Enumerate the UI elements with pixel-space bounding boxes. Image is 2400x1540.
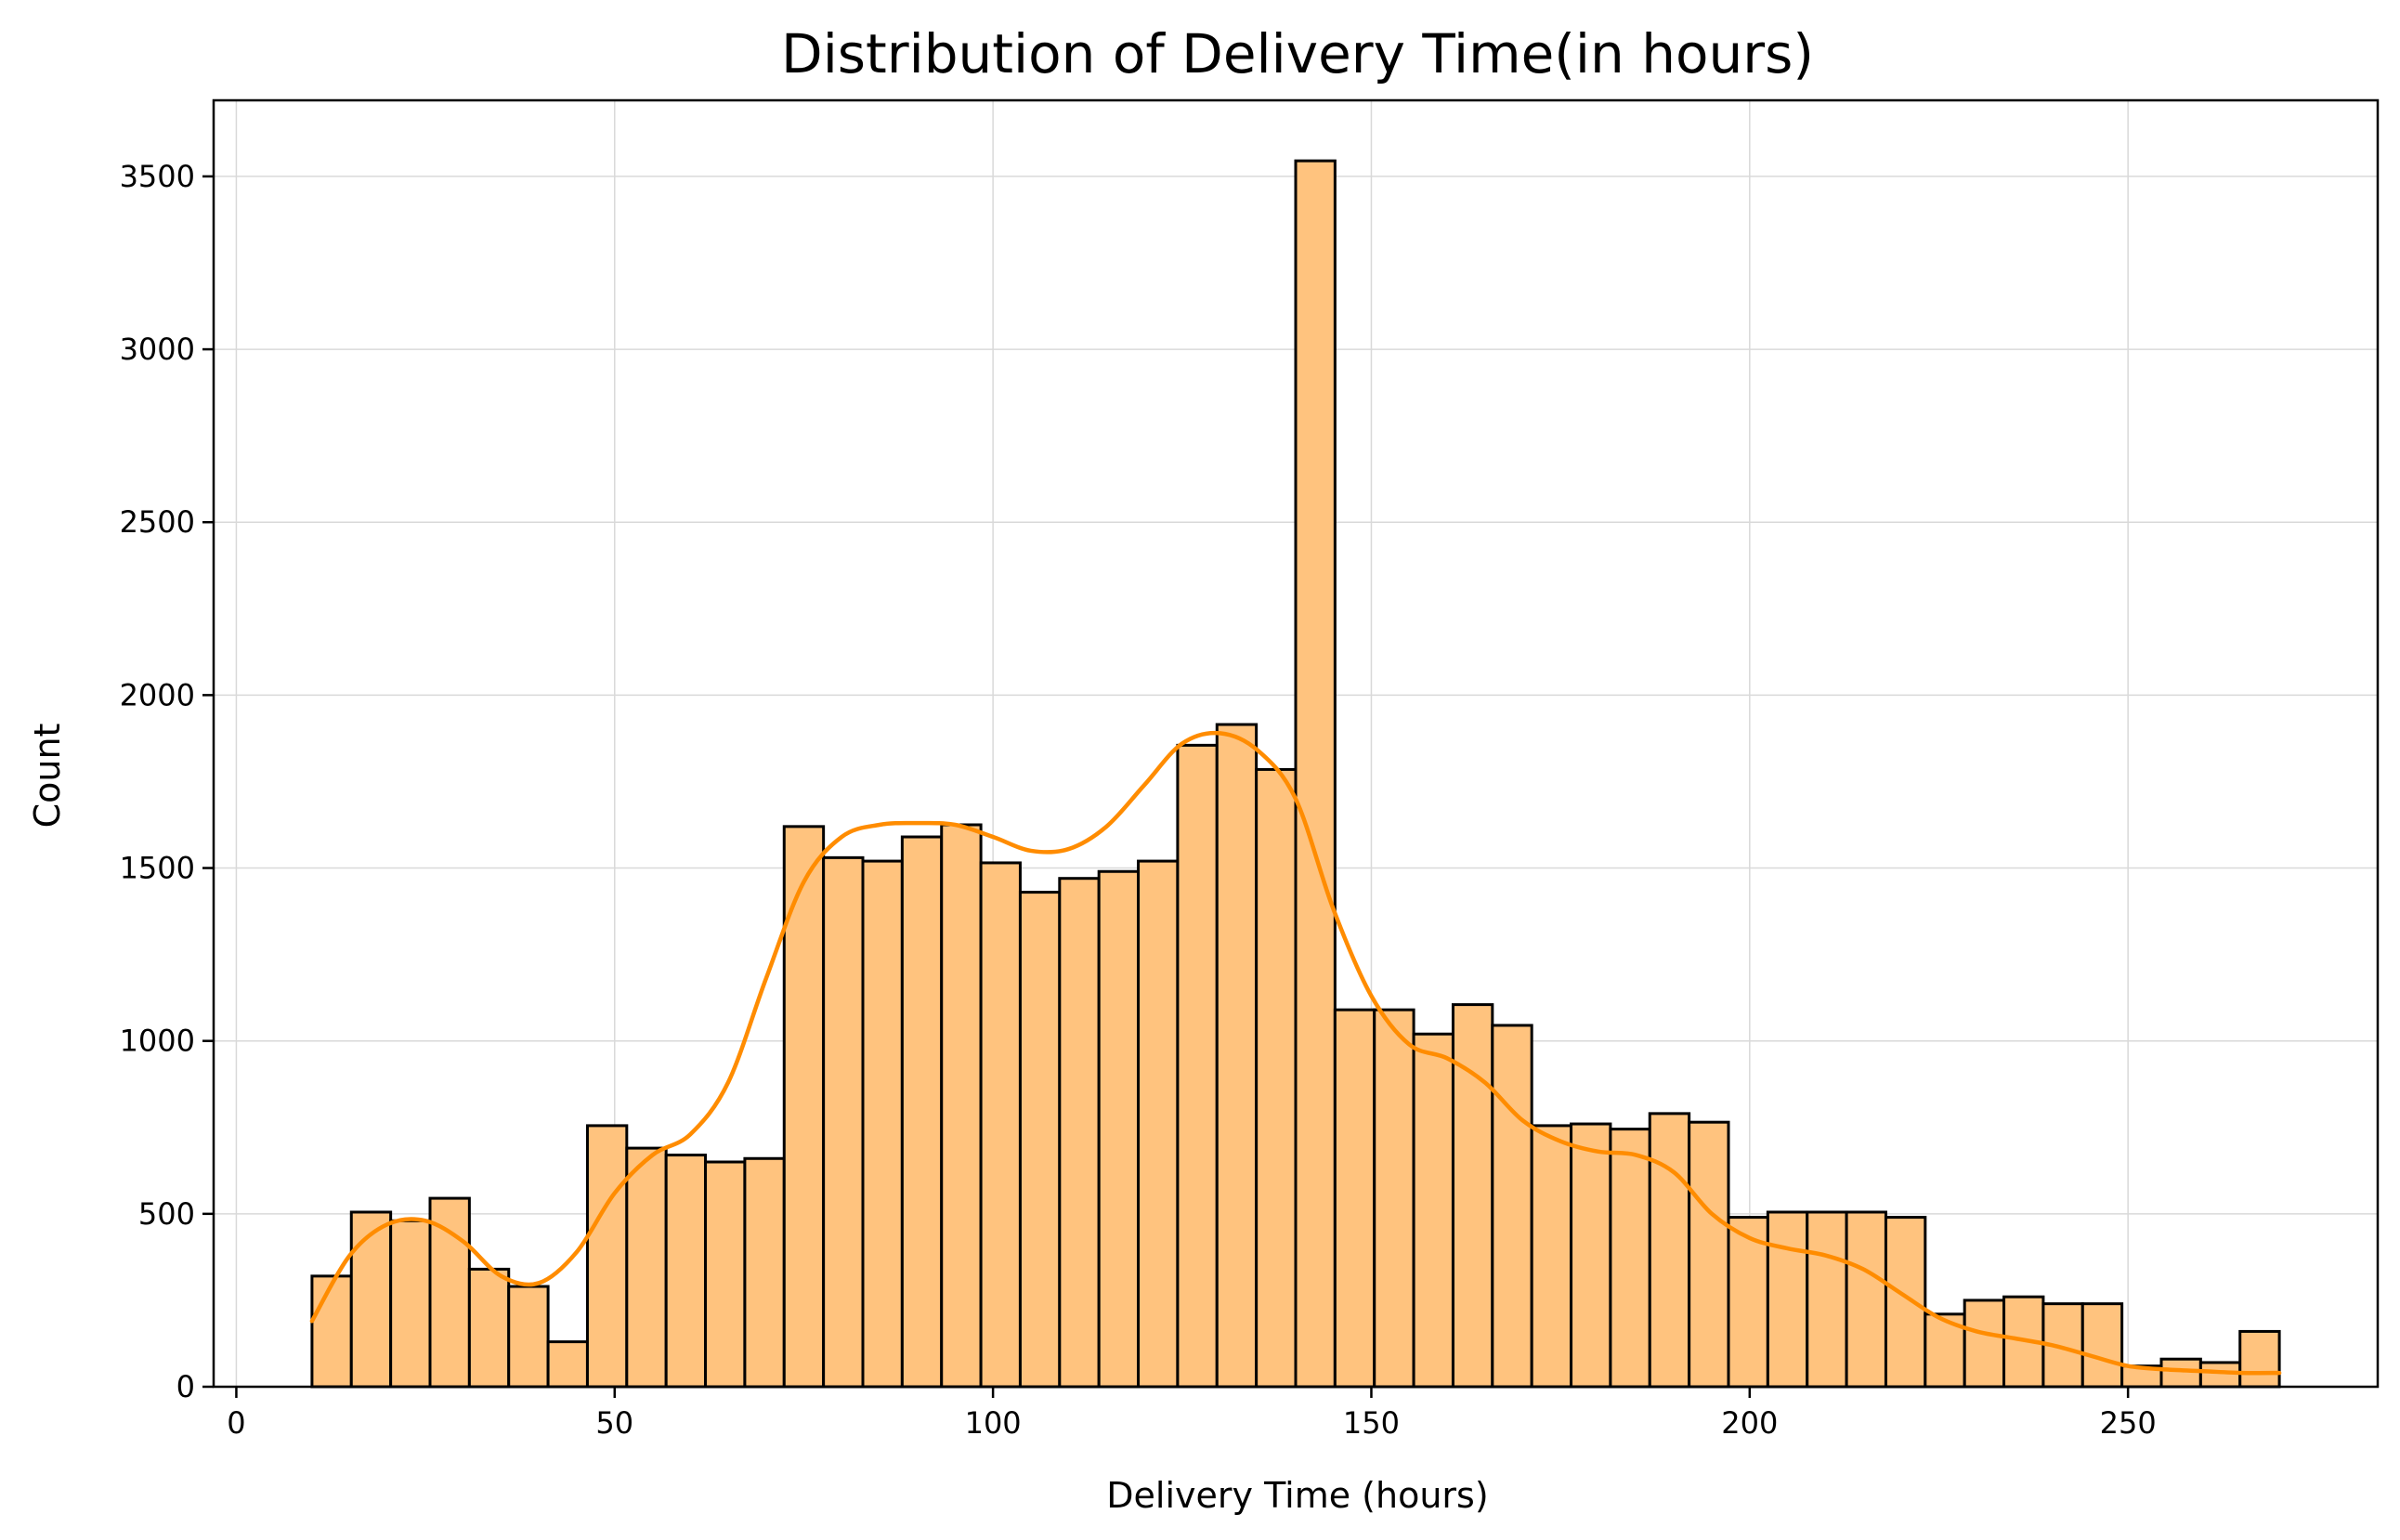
histogram-bars: [310, 159, 2281, 1389]
histogram-bar: [1609, 1128, 1651, 1389]
chart-title: Distribution of Delivery Time(in hours): [781, 22, 1814, 85]
histogram-bar: [546, 1340, 589, 1389]
histogram-bar: [2080, 1302, 2124, 1389]
histogram-bar: [310, 1274, 353, 1389]
histogram-bar: [822, 855, 865, 1389]
y-tick-label: 2500: [120, 504, 195, 540]
x-axis-label: Delivery Time (hours): [1106, 1475, 1488, 1516]
y-tick-label: 1500: [120, 851, 195, 886]
y-tick-label: 500: [138, 1196, 195, 1232]
histogram-bar: [1412, 1032, 1454, 1389]
histogram-bar: [979, 861, 1022, 1389]
x-tick-label: 250: [2100, 1405, 2157, 1441]
histogram-bar: [1176, 743, 1219, 1389]
histogram-bar: [1530, 1124, 1573, 1389]
histogram-bar: [1491, 1024, 1533, 1389]
histogram-bar: [2238, 1329, 2281, 1389]
x-tick-label: 50: [595, 1405, 633, 1441]
histogram-bar: [1688, 1120, 1730, 1389]
histogram-bar: [625, 1146, 668, 1389]
histogram-bar: [1963, 1299, 2006, 1389]
y-tick-label: 3000: [120, 332, 195, 367]
histogram-bar: [1255, 767, 1298, 1389]
plot-frame: [212, 98, 2380, 1389]
histogram-bar: [1018, 891, 1062, 1389]
histogram-bar: [1648, 1112, 1691, 1389]
histogram-bar: [1845, 1210, 1887, 1389]
histogram-bar: [1884, 1216, 1927, 1389]
histogram-bar: [1373, 1008, 1415, 1389]
kde-density-line: [309, 730, 2282, 1376]
histogram-bar: [1215, 723, 1259, 1389]
x-axis-ticks: 0 50 100 150 200 250: [227, 1387, 2157, 1441]
histogram-bar: [664, 1154, 708, 1389]
x-tick-label: 200: [1721, 1405, 1778, 1441]
x-tick-label: 100: [965, 1405, 1022, 1441]
histogram-bar: [900, 835, 944, 1389]
histogram-bar: [389, 1219, 432, 1389]
y-tick-label: 3500: [120, 159, 195, 194]
y-axis-ticks: 0 500 1000 1500 2000 2500 3000 3500: [120, 159, 214, 1404]
histogram-bar: [861, 859, 904, 1389]
x-tick-label: 0: [227, 1405, 245, 1441]
histogram-bar: [1294, 159, 1337, 1389]
histogram-bar: [1570, 1122, 1612, 1389]
histogram-bar: [585, 1124, 629, 1389]
histogram-bar: [704, 1160, 747, 1389]
histogram-bar: [743, 1156, 786, 1389]
histogram-bar: [1097, 869, 1141, 1389]
x-tick-label: 150: [1343, 1405, 1400, 1441]
y-tick-label: 0: [176, 1369, 195, 1404]
histogram-bar: [1058, 877, 1101, 1389]
histogram-bar: [1451, 1003, 1494, 1389]
histogram-bar: [349, 1210, 393, 1389]
y-axis-label: Count: [27, 724, 68, 829]
histogram-bar: [2159, 1357, 2202, 1389]
y-tick-label: 2000: [120, 677, 195, 712]
histogram-bar: [1766, 1210, 1809, 1389]
histogram-bar: [940, 823, 983, 1389]
histogram-bar: [467, 1267, 511, 1389]
histogram-bar: [1806, 1210, 1848, 1389]
histogram-bar: [1137, 859, 1180, 1389]
histogram-bar: [507, 1285, 550, 1389]
y-tick-label: 1000: [120, 1024, 195, 1059]
histogram-bar: [1333, 1008, 1376, 1389]
